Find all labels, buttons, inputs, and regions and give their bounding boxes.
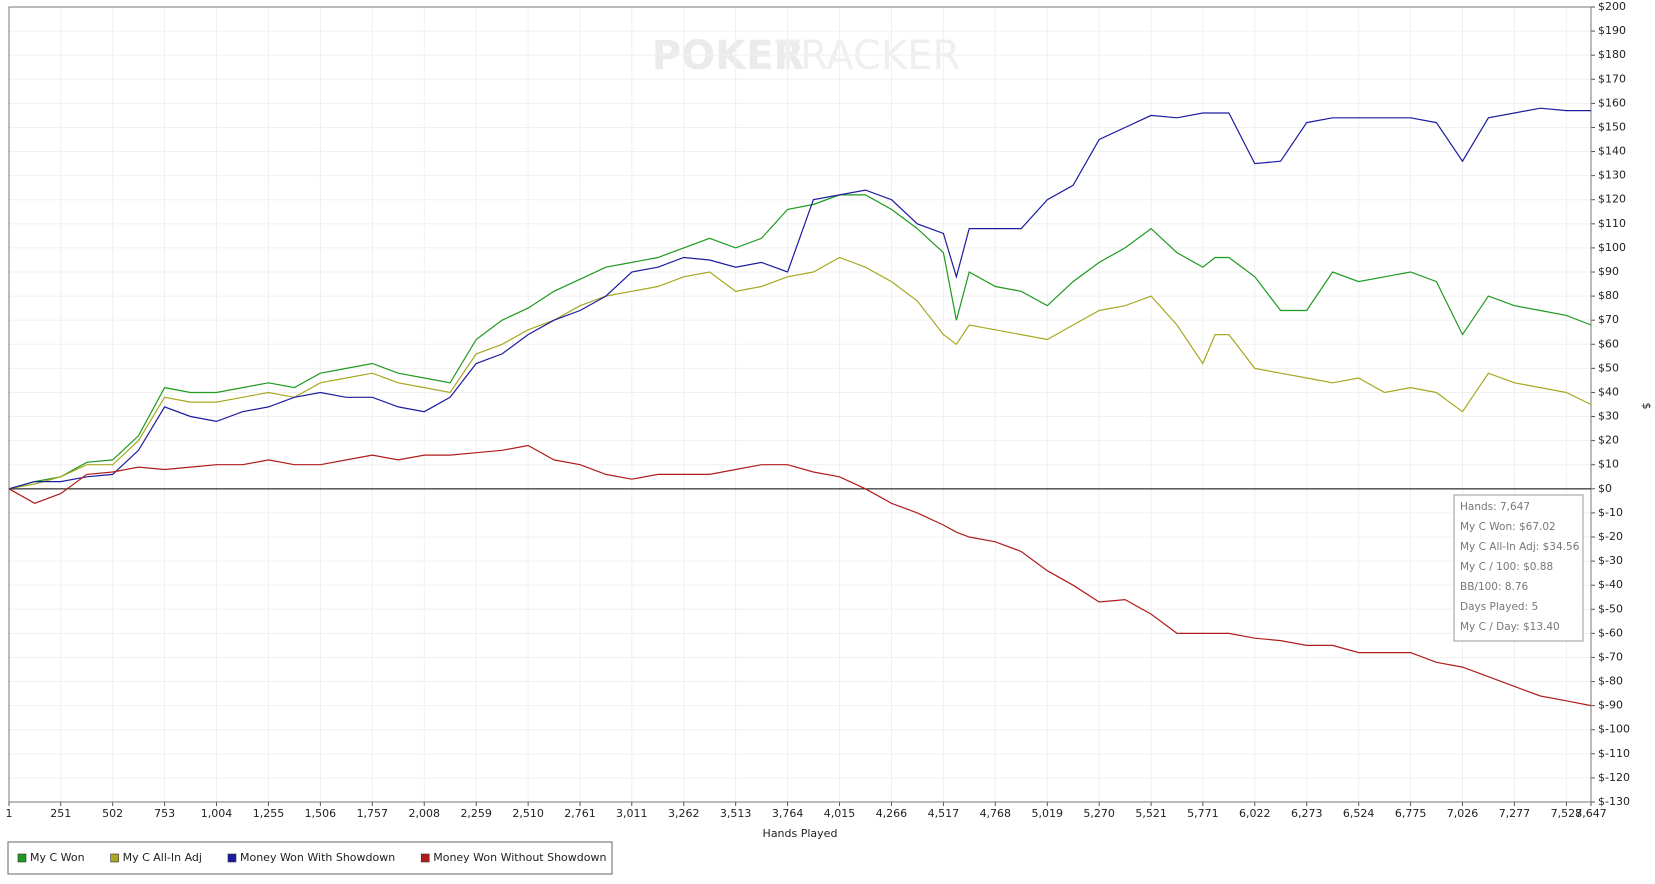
y-tick-label: $10 [1598,458,1619,471]
y-axis-label: $ [1640,403,1653,410]
legend-label: My C All-In Adj [123,851,202,864]
x-tick-label: 2,259 [460,807,492,820]
y-tick-label: $50 [1598,361,1619,374]
tooltip-line: My C / Day: $13.40 [1460,621,1560,633]
series-line [8,107,1591,490]
y-tick-label: $130 [1598,169,1626,182]
watermark: TRACKER [775,33,961,79]
legend-box [7,841,613,875]
y-tick-label: $160 [1598,96,1626,109]
watermark: POKER [652,33,804,79]
y-tick-label: $-50 [1598,602,1623,615]
y-tick-label: $180 [1598,48,1626,61]
tooltip-line: My C All-In Adj: $34.56 [1460,541,1580,553]
x-tick-label: 2,008 [409,807,441,820]
y-tick-label: $-90 [1598,699,1623,712]
y-tick-label: $-30 [1598,554,1623,567]
x-tick-label: 6,775 [1395,807,1427,820]
x-tick-label: 1,004 [201,807,233,820]
legend-label: My C Won [30,851,85,864]
y-tick-label: $190 [1598,24,1626,37]
legend-swatch [110,853,119,863]
x-tick-label: 6,524 [1343,807,1375,820]
x-tick-label: 753 [154,807,175,820]
x-tick-label: 1,506 [305,807,337,820]
x-tick-label: 6,022 [1239,807,1271,820]
legend-label: Money Won Without Showdown [433,851,606,864]
series-line [8,194,1592,490]
y-tick-label: $40 [1598,385,1619,398]
x-tick-label: 1 [6,807,13,820]
y-tick-label: $60 [1598,337,1619,350]
series-line [8,256,1592,490]
tooltip: Hands: 7,647 My C Won: $67.02 My C All-In … [1453,494,1584,642]
x-tick-label: 4,768 [980,807,1012,820]
x-tick-label: 2,510 [512,807,544,820]
y-tick-label: $70 [1598,313,1619,326]
series-line [8,444,1592,707]
x-tick-label: 3,513 [720,807,752,820]
tooltip-line: My C Won: $67.02 [1460,521,1556,533]
x-tick-label: 7,528 [1551,807,1583,820]
y-tick-label: $-110 [1598,747,1630,760]
x-tick-label: 4,517 [928,807,960,820]
y-tick-label: $200 [1598,0,1626,13]
legend-swatch [420,853,430,863]
x-tick-label: 7,277 [1499,807,1531,820]
y-tick-label: $-10 [1598,506,1623,519]
x-tick-label: 4,266 [876,807,908,820]
x-tick-label: 5,270 [1083,807,1115,820]
y-tick-label: $20 [1598,434,1619,447]
y-tick-label: $80 [1598,289,1619,302]
y-tick-label: $170 [1598,72,1626,85]
x-tick-label: 5,019 [1032,807,1064,820]
x-tick-label: 4,015 [824,807,856,820]
x-tick-label: 5,771 [1187,807,1219,820]
x-tick-label: 3,011 [616,807,648,820]
y-tick-label: $150 [1598,120,1626,133]
y-tick-label: $140 [1598,145,1626,158]
y-tick-label: $30 [1598,410,1619,423]
x-tick-label: 3,764 [772,807,804,820]
y-tick-label: $110 [1598,217,1626,230]
tooltip-line: BB/100: 8.76 [1460,581,1529,593]
y-tick-label: $-120 [1598,771,1630,784]
legend-swatch [17,853,27,863]
tooltip-box [1453,494,1584,642]
legend-label: Money Won With Showdown [240,851,395,864]
y-tick-label: $-130 [1598,795,1630,808]
x-tick-label: 251 [50,807,71,820]
x-tick-label: 7,026 [1447,807,1479,820]
legend: My C Won My C All-In Adj Money Won With Sh… [7,841,613,875]
y-tick-label: $120 [1598,193,1626,206]
x-tick-label: 2,761 [564,807,596,820]
tooltip-line: Days Played: 5 [1460,601,1538,613]
x-tick-label: 1,757 [357,807,389,820]
y-tick-label: $-80 [1598,675,1623,688]
y-tick-label: $-100 [1598,723,1630,736]
x-tick-label: 6,273 [1291,807,1323,820]
x-tick-label: 7,647 [1575,807,1607,820]
x-axis-label: Hands Played [763,827,838,840]
y-tick-label: $-40 [1598,578,1623,591]
y-tick-label: $-20 [1598,530,1623,543]
x-tick-label: 502 [102,807,123,820]
tooltip-line: Hands: 7,647 [1460,501,1530,513]
y-tick-label: $100 [1598,241,1626,254]
y-tick-label: $-60 [1598,626,1623,639]
x-tick-label: 3,262 [668,807,700,820]
y-tick-label: $0 [1598,482,1612,495]
tooltip-line: My C / 100: $0.88 [1460,561,1553,573]
y-tick-label: $-70 [1598,650,1623,663]
legend-swatch [227,853,237,863]
y-tick-label: $90 [1598,265,1619,278]
x-tick-label: 1,255 [253,807,285,820]
x-tick-label: 5,521 [1135,807,1167,820]
